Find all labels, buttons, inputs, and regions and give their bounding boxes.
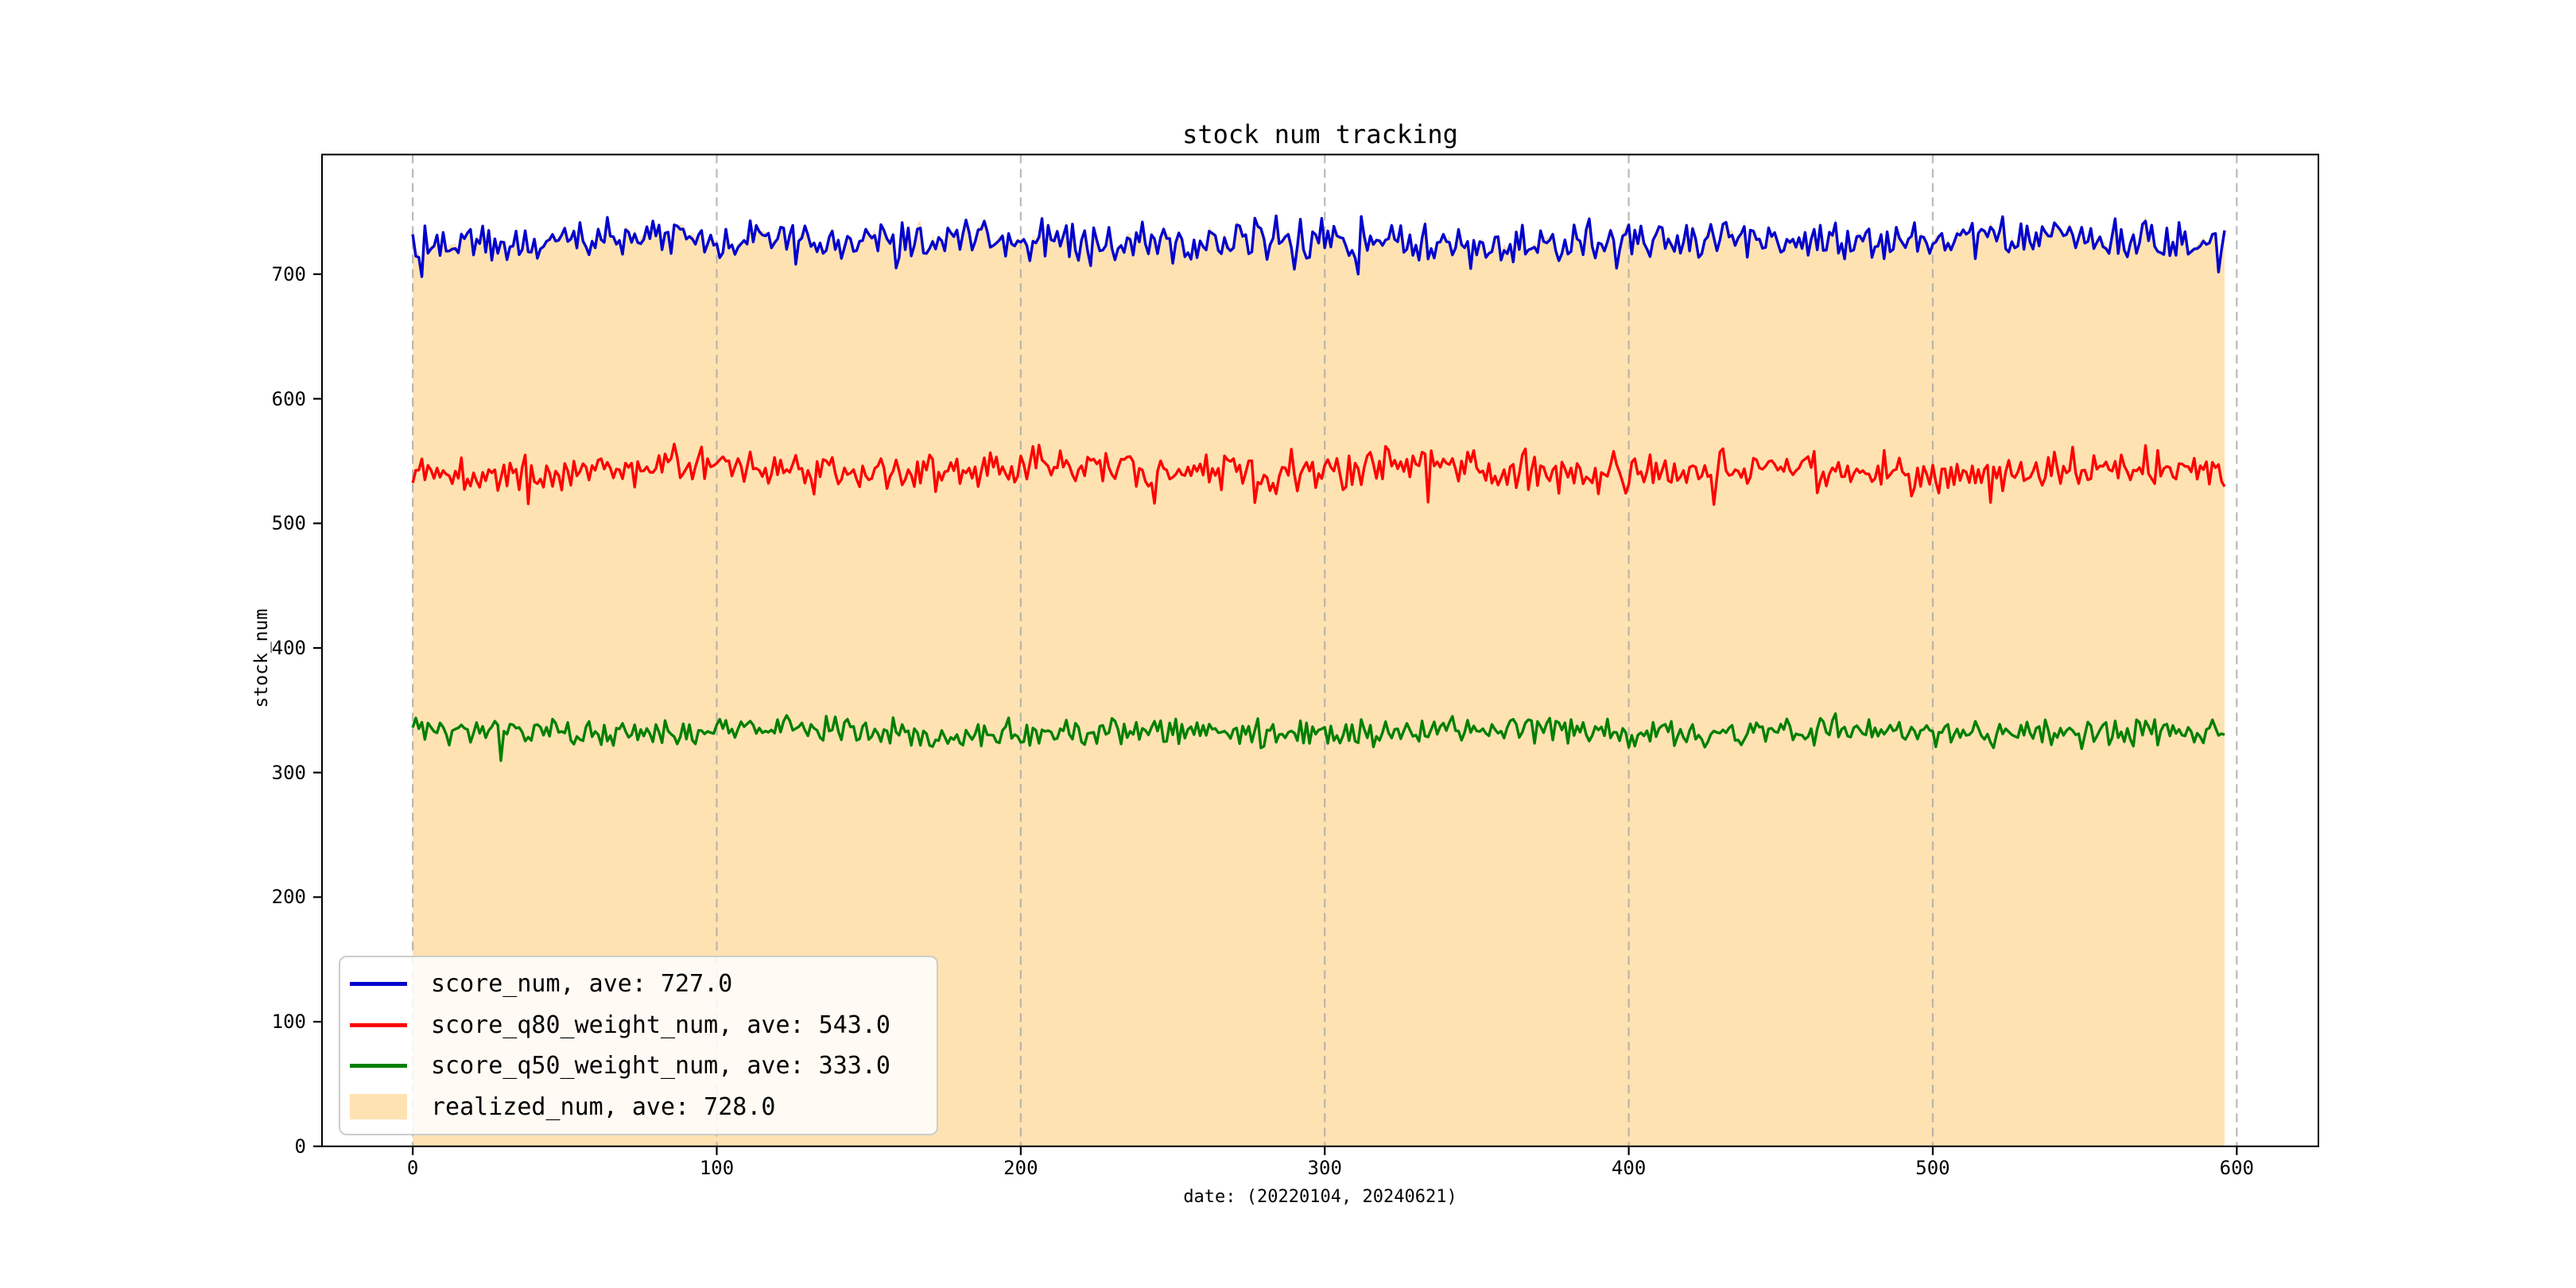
legend-entry-score-q80: score_q80_weight_num, ave: 543.0 — [350, 1006, 937, 1044]
y-tick-label-200: 200 — [271, 886, 306, 909]
legend-label: realized_num, ave: 728.0 — [431, 1092, 776, 1121]
series-line-score_q80_weight_num — [411, 442, 2226, 506]
x-tick-label-200: 200 — [1003, 1157, 1038, 1179]
legend-entry-realized: realized_num, ave: 728.0 — [350, 1088, 937, 1126]
x-tick-label-100: 100 — [699, 1157, 735, 1179]
x-tick-label-600: 600 — [2219, 1157, 2255, 1179]
x-tick-label-0: 0 — [406, 1157, 419, 1179]
y-tick-label-700: 700 — [271, 262, 306, 285]
legend-label: score_q50_weight_num, ave: 333.0 — [431, 1052, 890, 1080]
legend-patch-sample-orange — [350, 1094, 407, 1120]
legend-label: score_q80_weight_num, ave: 543.0 — [431, 1011, 890, 1039]
series-line-score_num — [411, 214, 2226, 278]
y-tick-label-0: 0 — [294, 1135, 306, 1158]
legend-line-sample-blue — [350, 982, 407, 987]
y-axis-label: stock_num — [251, 608, 272, 708]
legend-entry-score-q50: score_q50_weight_num, ave: 333.0 — [350, 1047, 937, 1085]
plot-border — [321, 153, 2319, 1147]
legend: score_num, ave: 727.0 score_q80_weight_n… — [339, 956, 938, 1135]
x-tick-label-400: 400 — [1611, 1157, 1647, 1179]
x-tick-label-500: 500 — [1915, 1157, 1950, 1179]
y-tick-label-400: 400 — [271, 636, 306, 659]
chart-title: stock num tracking — [1182, 119, 1458, 149]
y-tick-label-500: 500 — [271, 512, 306, 535]
y-tick-label-300: 300 — [271, 761, 306, 784]
y-tick-label-100: 100 — [271, 1011, 306, 1034]
series-line-score_q50_weight_num — [411, 712, 2225, 762]
legend-line-sample-green — [350, 1064, 407, 1069]
legend-entry-score-num: score_num, ave: 727.0 — [350, 965, 937, 1003]
y-tick-label-600: 600 — [271, 387, 306, 410]
x-tick-label-300: 300 — [1307, 1157, 1342, 1179]
legend-line-sample-red — [350, 1022, 407, 1027]
legend-label: score_num, ave: 727.0 — [431, 970, 733, 999]
x-axis-label: date: (20220104, 20240621) — [1183, 1187, 1457, 1207]
series-area-realized_num — [413, 213, 2225, 1146]
